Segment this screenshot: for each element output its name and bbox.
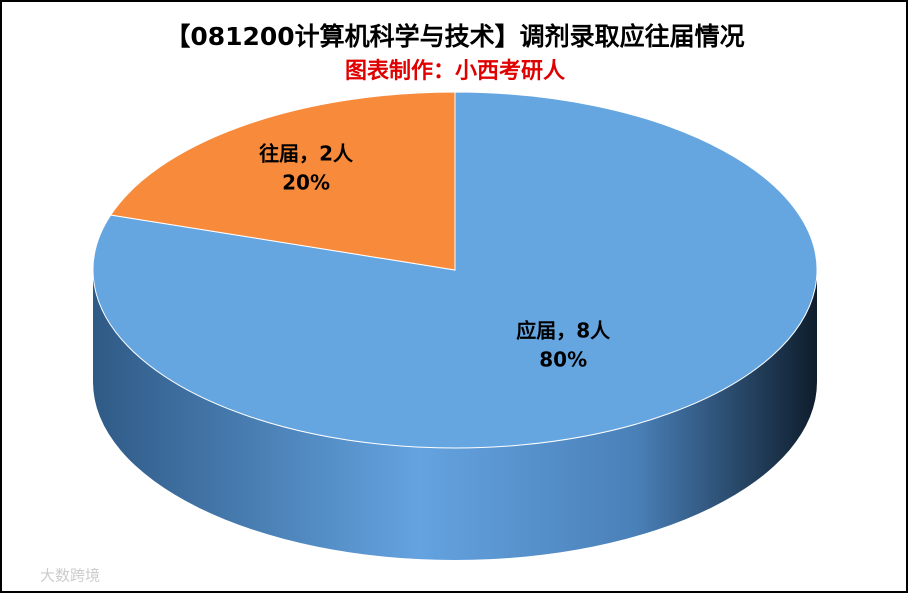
watermark: 大数跨境 <box>40 567 100 585</box>
chart-subtitle: 图表制作：小西考研人 <box>345 59 565 84</box>
data-label: 应届，8人 <box>516 319 611 343</box>
data-label-percent: 80% <box>539 348 587 372</box>
data-label-percent: 20% <box>282 171 330 195</box>
slice <box>109 91 456 271</box>
chart-title: 【081200计算机科学与技术】调剂录取应往届情况 <box>165 22 744 51</box>
data-label: 往届，2人 <box>259 142 354 166</box>
slice-side <box>93 270 817 560</box>
